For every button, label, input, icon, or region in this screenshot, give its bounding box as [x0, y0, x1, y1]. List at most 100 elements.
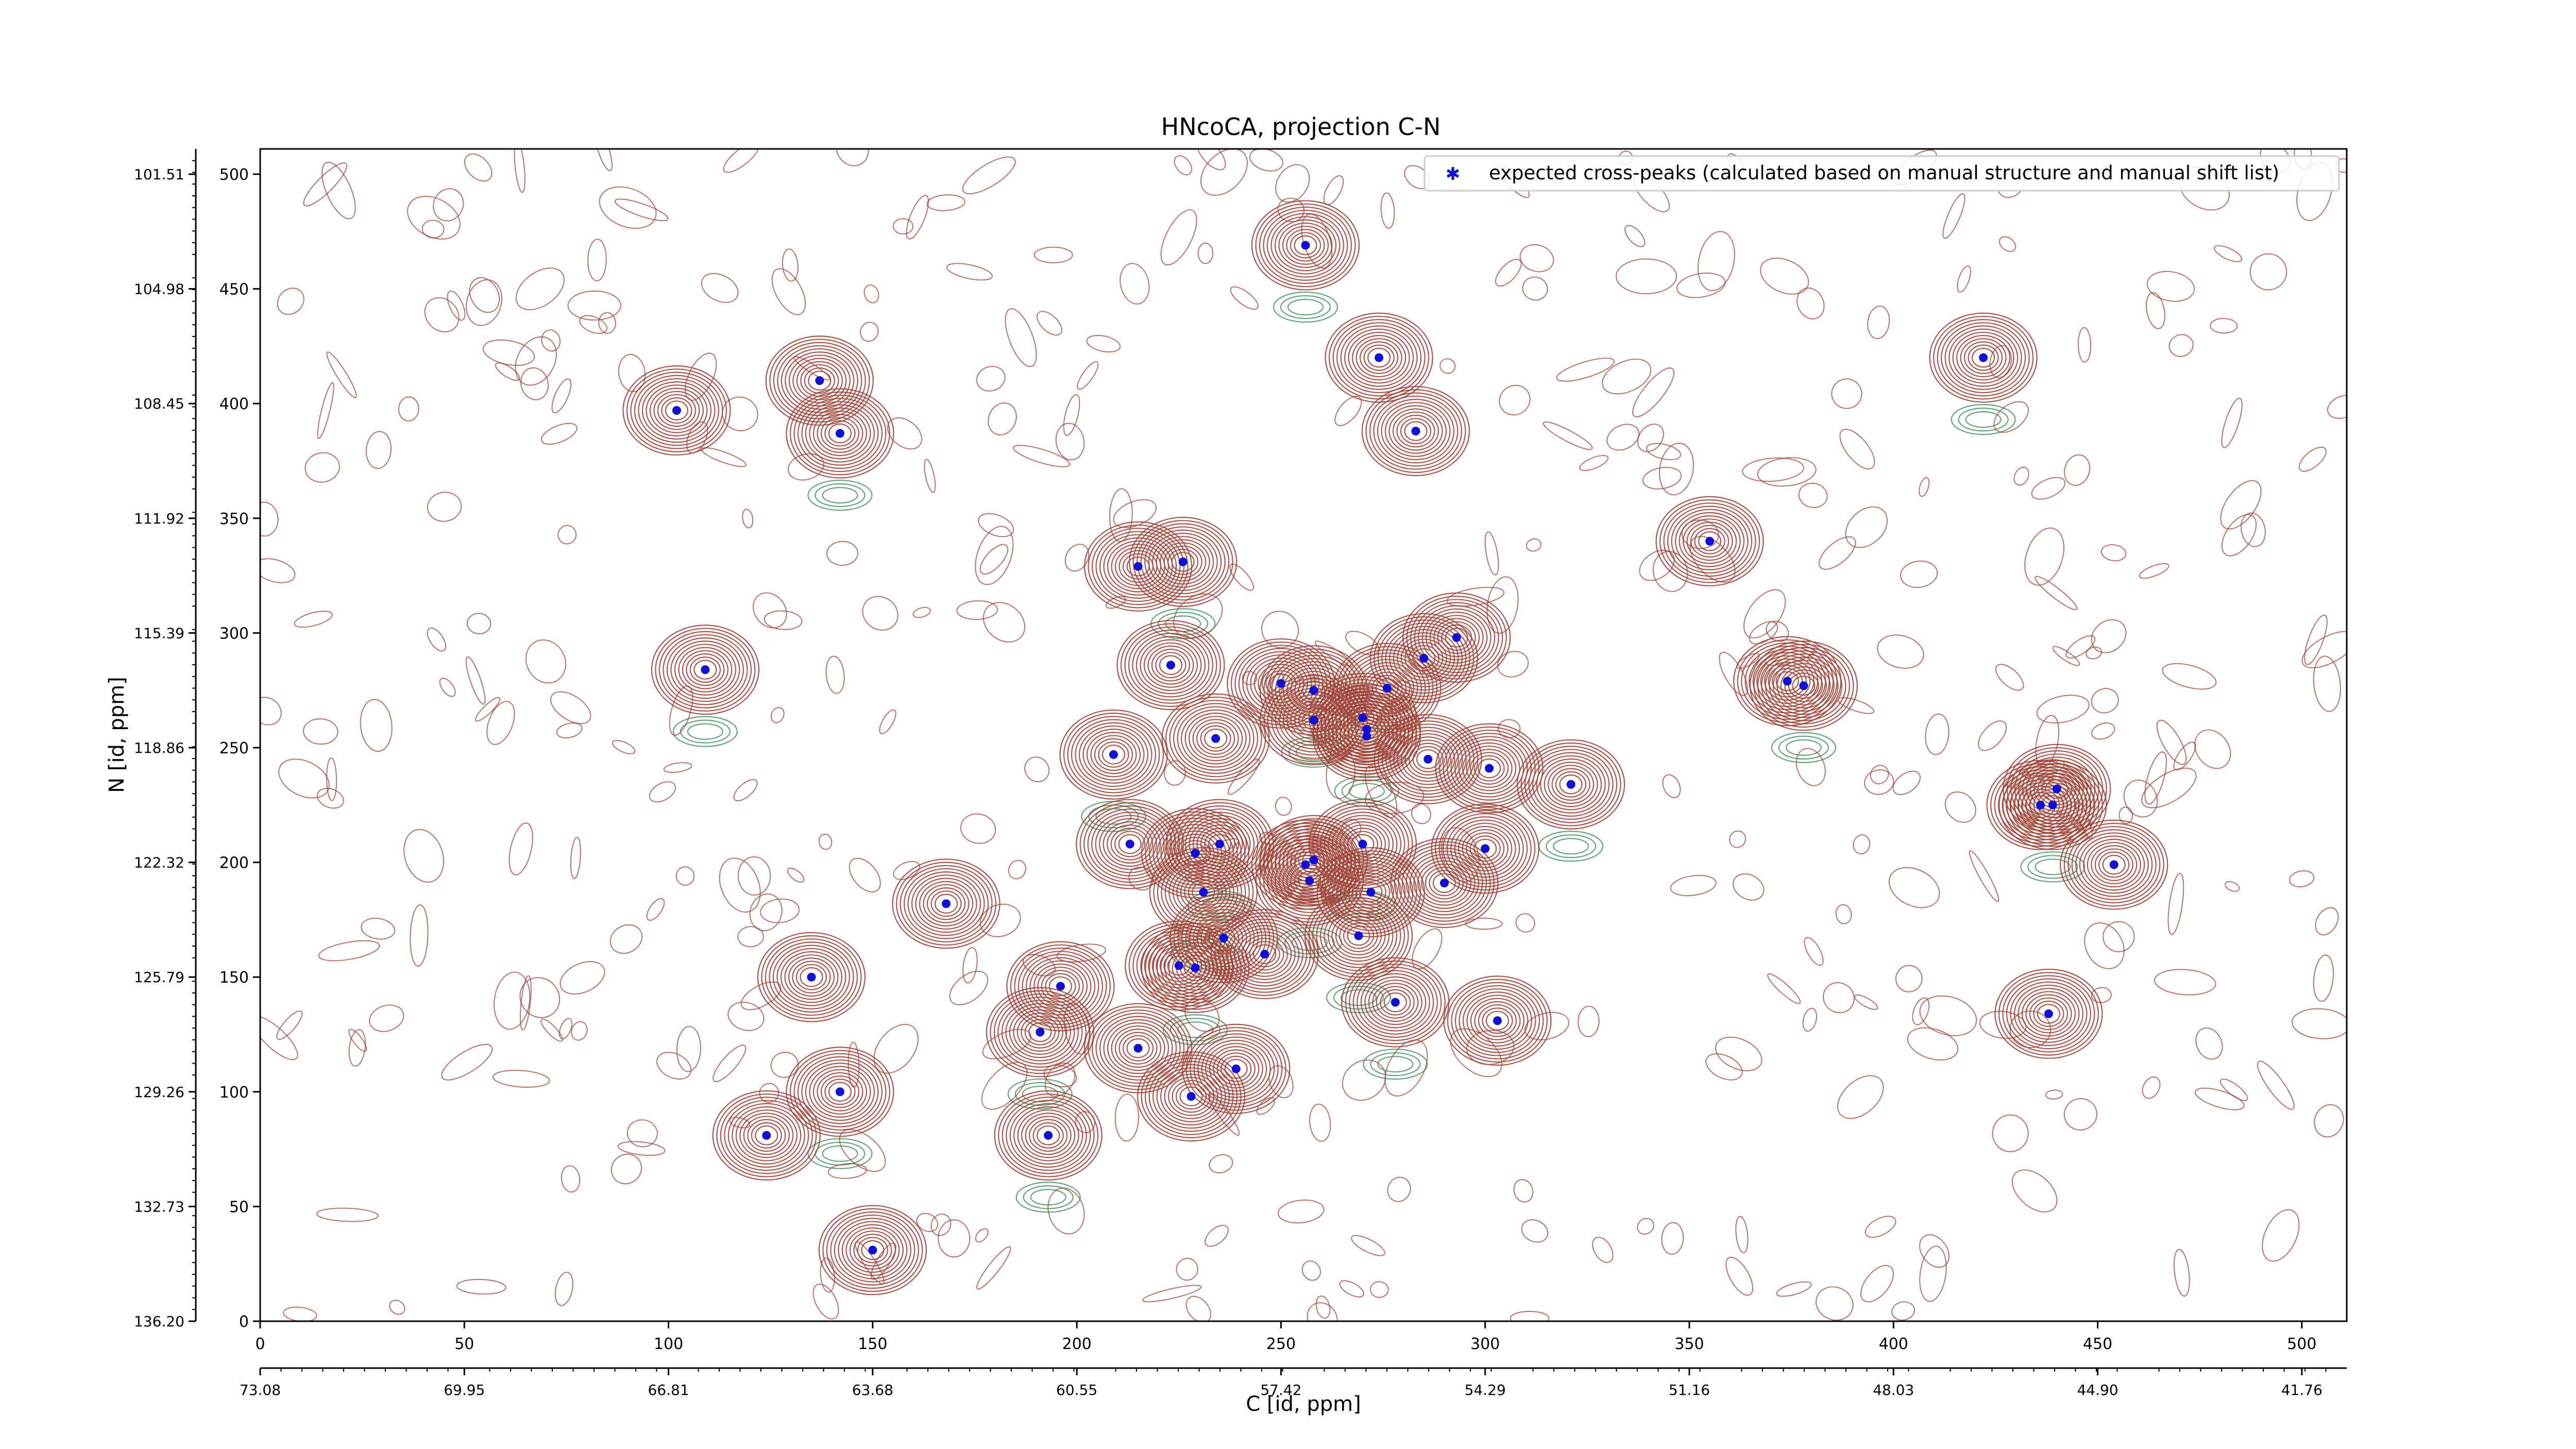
peak-contour: [1016, 1013, 1063, 1052]
peak-contour: [772, 945, 851, 1009]
peak-contour: [1364, 976, 1427, 1029]
peak-contour: [1347, 925, 1370, 946]
peak-contour: [1324, 700, 1410, 772]
peak-contour: [657, 394, 697, 427]
noise-contour: [1380, 192, 1395, 229]
noise-contour: [729, 1117, 751, 1128]
noise-contour: [2241, 512, 2266, 547]
peak-contour: [1032, 1122, 1064, 1149]
noise-contour: [1526, 538, 1542, 552]
peak-contour: [1095, 531, 1181, 602]
peak-contour: [1259, 206, 1352, 284]
noise-contour: [1519, 244, 1554, 273]
peak-contour: [1345, 960, 1446, 1044]
peak-contour: [1129, 516, 1238, 607]
y-axis: 0 50 100 150 200 250 300 350 400 450 500: [219, 166, 260, 1331]
noise-contour: [410, 904, 429, 967]
noise-contour: [1919, 995, 1977, 1036]
x-tick-label: 400: [1879, 1335, 1908, 1353]
peak-contour: [800, 364, 839, 397]
x-ppm-tick-label: 63.68: [852, 1381, 893, 1399]
noise-contour: [759, 1083, 779, 1103]
noise-contour: [1895, 965, 1923, 992]
peak-contour: [1393, 632, 1455, 684]
noise-contour: [1592, 1237, 1614, 1263]
cross-peak-marker: [2036, 800, 2045, 810]
peak-contour: [765, 938, 858, 1016]
peak-contour: [1385, 626, 1463, 691]
y-tick-label: 200: [219, 854, 249, 872]
peak-contour: [1324, 685, 1402, 750]
peak-contour: [1344, 328, 1414, 387]
peak-contour: [1459, 988, 1536, 1053]
peak-contour: [1103, 821, 1157, 867]
peak-contour: [2083, 838, 2145, 891]
peak-contour: [923, 884, 970, 923]
noise-contour: [826, 541, 858, 566]
peak-contour: [678, 647, 733, 693]
peak-contour: [1116, 620, 1225, 711]
y-tick-label: 250: [219, 739, 249, 757]
peak-contour: [1764, 661, 1811, 701]
x-tick-label: 0: [255, 1335, 265, 1353]
cross-peak-marker: [1358, 713, 1367, 722]
peak-contour: [1099, 818, 1161, 870]
noise-contour: [466, 279, 502, 326]
noise-contour: [2146, 271, 2195, 302]
peak-contour: [1091, 812, 1169, 877]
x-ppm-tick-label: 44.90: [2077, 1381, 2118, 1399]
noise-contour: [1989, 345, 2012, 378]
peak-contour: [1091, 1009, 1185, 1087]
cross-peak-marker: [1199, 887, 1208, 897]
peak-contour: [1151, 649, 1191, 682]
peak-contour: [1340, 866, 1402, 918]
noise-contour: [737, 926, 764, 948]
noise-contour: [1196, 149, 1226, 171]
peak-contour: [1086, 732, 1141, 778]
negative-contour: [1014, 1082, 1065, 1106]
peak-contour: [1184, 712, 1247, 765]
noise-contour: [557, 525, 577, 545]
noise-contour: [1510, 1310, 1550, 1321]
noise-contour: [260, 697, 282, 726]
noise-contour: [1870, 765, 1889, 785]
cross-peak-marker: [2052, 784, 2061, 794]
peak-contour: [1294, 673, 1333, 707]
peak-contour: [1013, 1106, 1083, 1165]
peak-contour: [1401, 847, 1487, 919]
peak-contour: [2029, 785, 2076, 825]
peak-contour: [1335, 821, 1390, 867]
peak-contour: [828, 423, 852, 444]
noise-contour: [859, 322, 879, 342]
peak-contour: [743, 1116, 790, 1155]
peak-contour: [1357, 970, 1434, 1035]
noise-contour: [1865, 1216, 1896, 1238]
noise-contour: [1086, 335, 1121, 352]
peak-contour: [1655, 496, 1764, 586]
noise-contour: [1184, 838, 1240, 866]
peak-contour: [820, 1075, 860, 1108]
peak-contour: [1249, 941, 1280, 968]
peak-contour: [720, 1097, 813, 1174]
peak-contour: [1067, 716, 1160, 794]
negative-contour: [822, 486, 858, 504]
noise-contour: [1063, 394, 1080, 436]
peak-contour: [1316, 900, 1401, 971]
negative-contour: [1280, 295, 1331, 319]
noise-contour: [1993, 401, 2029, 433]
peak-contour: [769, 941, 854, 1013]
cross-peak-marker: [1705, 536, 1715, 546]
peak-contour: [1091, 528, 1185, 605]
peak-contour: [780, 951, 843, 1003]
cross-peak-marker: [1231, 1064, 1241, 1073]
peak-contour: [812, 1069, 868, 1115]
peak-contour: [822, 1208, 923, 1292]
noise-contour: [733, 779, 758, 802]
legend-marker: ✱: [1446, 164, 1461, 184]
cross-peak-marker: [1485, 764, 1494, 773]
cross-peak-marker: [1382, 683, 1392, 693]
peak-contour: [1351, 875, 1391, 909]
peak-contour: [1148, 532, 1218, 591]
negative-contour: [1785, 739, 1822, 756]
noise-contour: [1033, 246, 1073, 263]
